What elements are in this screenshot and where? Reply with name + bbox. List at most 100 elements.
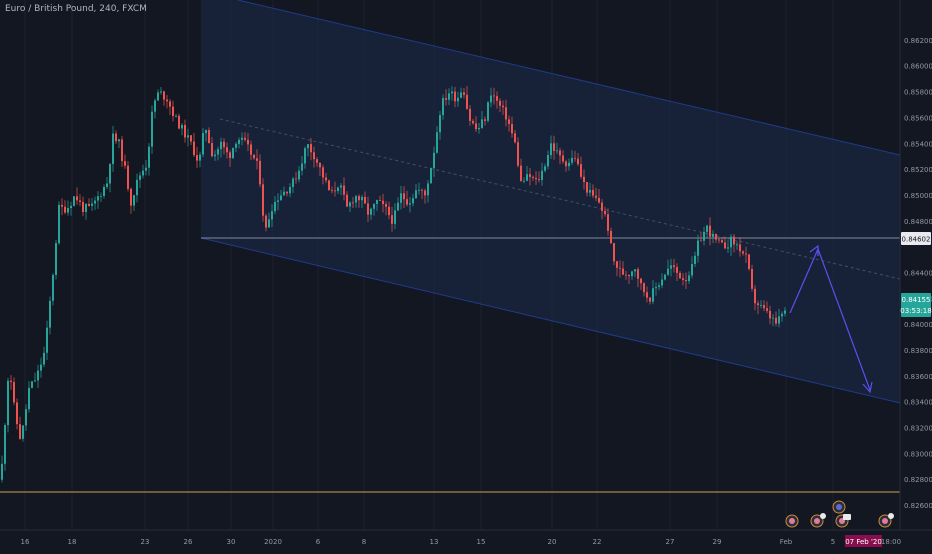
- candle-body: [661, 279, 663, 286]
- candle-body: [244, 137, 246, 140]
- channel-lower-line[interactable]: [200, 237, 901, 404]
- candle-body: [748, 254, 750, 270]
- candle-body: [721, 240, 723, 243]
- candle-body: [331, 190, 333, 192]
- time-tick-label: 30: [227, 538, 236, 546]
- candle-body: [727, 247, 729, 249]
- candle-body: [370, 208, 372, 215]
- candle-body: [664, 274, 666, 280]
- candle-body: [505, 107, 507, 120]
- candle-body: [643, 283, 645, 293]
- candle-body: [616, 261, 618, 268]
- candle-body: [82, 201, 84, 212]
- event-icon[interactable]: [785, 514, 799, 528]
- event-icon[interactable]: [810, 513, 826, 528]
- candle-body: [361, 196, 363, 201]
- candle-body: [196, 155, 198, 161]
- price-tick-label: 0.85000: [904, 192, 932, 200]
- candle-body: [718, 239, 720, 241]
- candle-body: [751, 269, 753, 289]
- candle-body: [346, 194, 348, 207]
- candle-body: [313, 152, 315, 160]
- candle-body: [121, 139, 123, 162]
- candle-body: [445, 98, 447, 100]
- last-price-box: [901, 293, 931, 317]
- price-tick-label: 0.83200: [904, 425, 932, 433]
- time-tick-label: 13: [430, 538, 439, 546]
- candle-body: [238, 139, 240, 144]
- channel-midline[interactable]: [219, 118, 901, 280]
- candle-body: [652, 288, 654, 302]
- price-axis[interactable]: 0.86200 0.86000 0.85800 0.85600 0.85400 0.852…: [899, 0, 932, 530]
- candle-body: [655, 287, 657, 289]
- candle-body: [589, 189, 591, 193]
- candle-body: [271, 211, 273, 220]
- candle-body: [706, 225, 708, 232]
- candle-body: [316, 159, 318, 163]
- candle-body: [355, 196, 357, 203]
- time-tick-label: 5: [831, 538, 835, 546]
- candle-body: [598, 197, 600, 203]
- time-axis[interactable]: 16 18 23 26 30 2020 6 8 13 15 20 22 27 29 Feb 5 07 Feb …: [0, 529, 932, 550]
- candle-body: [403, 193, 405, 200]
- candle-body: [322, 167, 324, 178]
- candle-body: [94, 200, 96, 204]
- current-time-label: 18:00: [881, 538, 901, 546]
- candle-body: [703, 231, 705, 241]
- time-axis-bg: [0, 530, 932, 550]
- candle-body: [742, 251, 744, 254]
- candle-body: [508, 119, 510, 124]
- candle-body: [595, 195, 597, 198]
- candle-body: [58, 204, 60, 244]
- candle-body: [49, 300, 51, 328]
- candle-body: [538, 179, 540, 181]
- candle-body: [220, 141, 222, 150]
- candle-body: [565, 161, 567, 167]
- candle-body: [628, 274, 630, 277]
- candle-body: [310, 144, 312, 153]
- price-tick-label: 0.85400: [904, 140, 932, 148]
- candle-body: [70, 205, 72, 209]
- candle-body: [784, 310, 786, 314]
- candle-body: [76, 196, 78, 201]
- candle-body: [760, 305, 762, 306]
- candle-body: [253, 154, 255, 159]
- event-icons[interactable]: [785, 500, 894, 528]
- candle-body: [739, 244, 741, 252]
- candle-body: [157, 92, 159, 101]
- price-tick-label: 0.83400: [904, 399, 932, 407]
- candle-body: [700, 240, 702, 242]
- time-tick-label: 16: [21, 538, 30, 546]
- descending-channel[interactable]: [200, 0, 901, 404]
- candle-body: [160, 91, 162, 93]
- candle-body: [601, 202, 603, 211]
- event-icon[interactable]: [832, 500, 846, 514]
- time-tick-labels: 16 18 23 26 30 2020 6 8 13 15 20 22 27 29 Feb 5: [21, 538, 836, 546]
- symbol-title[interactable]: Euro / British Pound, 240, FXCM: [5, 4, 147, 14]
- candle-body: [202, 133, 204, 155]
- candle-body: [319, 162, 321, 168]
- candle-body: [358, 196, 360, 201]
- candle-body: [124, 161, 126, 166]
- candle-body: [613, 243, 615, 262]
- candle-body: [736, 244, 738, 246]
- event-icon[interactable]: [878, 513, 894, 528]
- candle-body: [148, 146, 150, 168]
- candle-body: [715, 233, 717, 240]
- candle-body: [709, 225, 711, 237]
- projection-arrows[interactable]: [789, 244, 873, 394]
- bar-countdown-label: 03:53:18: [900, 307, 931, 315]
- candle-body: [571, 157, 573, 163]
- candle-body: [13, 382, 15, 403]
- price-tick-label: 0.83600: [904, 373, 932, 381]
- candle-body: [697, 240, 699, 256]
- candle-body: [352, 202, 354, 204]
- candle-body: [61, 204, 63, 207]
- candle-body: [211, 143, 213, 157]
- candle-body: [421, 189, 423, 191]
- candle-body: [268, 219, 270, 228]
- channel-upper-line[interactable]: [237, 0, 901, 156]
- event-icon[interactable]: [835, 514, 851, 528]
